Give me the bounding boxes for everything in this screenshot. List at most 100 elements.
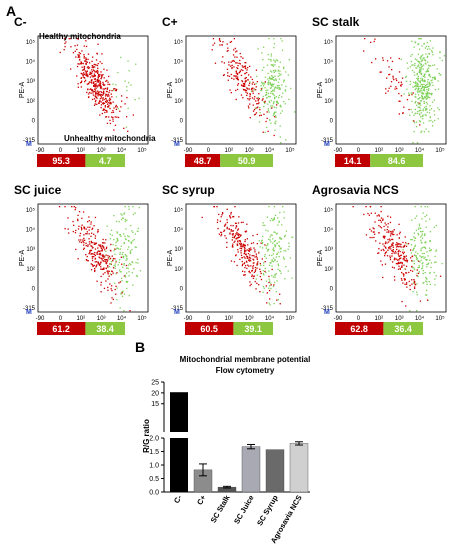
red-event-point: [98, 75, 101, 77]
red-event-point: [106, 270, 108, 272]
red-event-point: [96, 97, 98, 99]
green-event-point: [270, 78, 272, 80]
green-event-point: [425, 98, 427, 100]
red-event-point: [97, 43, 99, 45]
red-event-point: [226, 226, 228, 228]
red-event-point: [104, 272, 106, 274]
red-event-point: [95, 95, 97, 97]
green-event-point: [426, 70, 428, 73]
red-event-point: [230, 61, 232, 63]
red-event-point: [249, 65, 251, 67]
x-tick-label: 10²: [224, 316, 233, 322]
x-tick-label: 10³: [395, 148, 404, 154]
red-event-point: [232, 233, 234, 235]
red-event-point: [268, 275, 270, 278]
red-event-point: [108, 95, 110, 97]
green-event-point: [114, 265, 116, 267]
red-event-point: [382, 218, 384, 220]
red-event-point: [106, 122, 109, 124]
red-event-point: [239, 240, 241, 242]
red-event-point: [86, 91, 88, 94]
green-event-point: [416, 142, 419, 144]
red-event-point: [235, 233, 237, 235]
red-event-point: [265, 120, 267, 123]
green-event-point: [438, 72, 440, 75]
red-event-point: [392, 233, 394, 236]
green-event-point: [284, 90, 287, 92]
red-event-point: [101, 94, 103, 96]
y-tick-label: 10³: [174, 79, 183, 85]
red-event-point: [403, 251, 405, 253]
y-tick-label: 10⁵: [174, 207, 184, 214]
green-event-point: [423, 281, 425, 284]
red-event-point: [250, 247, 252, 249]
green-event-point: [426, 98, 428, 100]
red-event-point: [247, 98, 249, 100]
red-event-point: [94, 86, 96, 88]
red-event-point: [99, 100, 101, 102]
red-event-point: [385, 251, 388, 253]
red-event-point: [92, 253, 94, 255]
green-event-point: [260, 90, 262, 92]
red-event-point: [92, 66, 94, 69]
bar-chart: Mitochondrial membrane potential Flow cy…: [142, 355, 310, 545]
red-event-point: [104, 84, 106, 86]
red-event-point: [398, 265, 400, 267]
red-event-point: [248, 265, 250, 267]
green-event-point: [115, 220, 118, 223]
red-event-point: [254, 270, 256, 272]
gate-marker: M: [174, 141, 180, 148]
red-event-point: [414, 287, 416, 289]
red-event-point: [220, 231, 222, 233]
y-tick-label: 10⁴: [324, 227, 334, 234]
green-event-point: [425, 71, 427, 73]
green-event-point: [273, 90, 275, 92]
y-tick-label: 10³: [174, 247, 183, 253]
red-event-point: [100, 101, 102, 103]
green-event-point: [273, 217, 275, 219]
green-event-point: [283, 81, 285, 83]
y-tick-label: 0: [180, 118, 184, 124]
red-event-point: [258, 252, 260, 254]
y-tick-label: 10⁴: [174, 59, 184, 66]
green-event-point: [418, 266, 420, 268]
green-event-point: [108, 266, 111, 268]
green-event-point: [426, 93, 428, 95]
green-event-point: [415, 86, 417, 88]
green-event-point: [414, 237, 416, 239]
red-event-point: [249, 97, 251, 100]
red-event-point: [113, 107, 115, 109]
green-event-point: [415, 88, 417, 90]
y-tick-label: 10⁴: [26, 227, 36, 234]
red-event-point: [90, 245, 92, 247]
green-event-point: [439, 57, 441, 59]
red-event-point: [390, 57, 392, 59]
green-event-point: [427, 96, 429, 98]
green-event-point: [414, 245, 416, 248]
green-event-point: [420, 56, 422, 58]
red-event-point: [248, 257, 250, 259]
red-event-point: [68, 38, 70, 40]
green-event-point: [425, 94, 427, 96]
green-event-point: [115, 96, 118, 98]
green-event-point: [441, 59, 443, 62]
green-event-point: [419, 114, 421, 116]
red-event-point: [88, 81, 91, 83]
green-event-point: [426, 214, 428, 216]
green-event-point: [273, 59, 275, 61]
red-event-point: [102, 257, 104, 259]
red-event-point: [105, 267, 107, 270]
red-event-point: [254, 266, 256, 269]
red-event-point: [94, 101, 97, 103]
red-event-point: [107, 259, 109, 261]
red-event-point: [110, 103, 112, 105]
red-event-point: [105, 239, 107, 241]
green-event-point: [123, 242, 125, 245]
red-event-point: [84, 239, 86, 241]
red-event-point: [95, 265, 98, 267]
red-event-point: [256, 267, 258, 269]
red-event-point: [403, 257, 405, 260]
red-event-point: [401, 251, 404, 253]
